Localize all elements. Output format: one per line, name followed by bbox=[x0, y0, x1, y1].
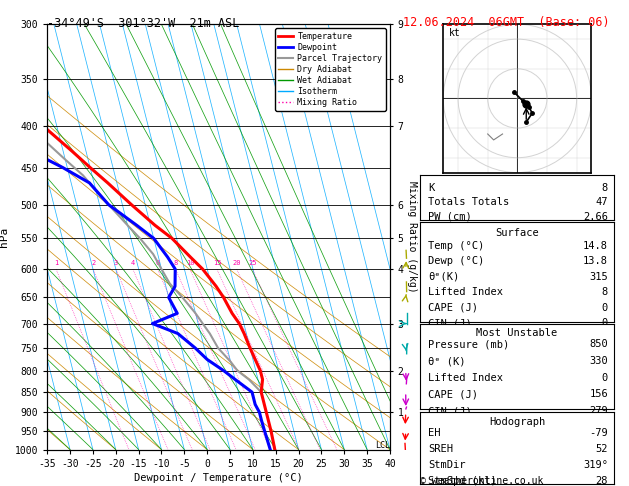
Text: 47: 47 bbox=[596, 197, 608, 208]
Y-axis label: Mixing Ratio (g/kg): Mixing Ratio (g/kg) bbox=[408, 181, 418, 293]
Text: 12.06.2024  06GMT  (Base: 06): 12.06.2024 06GMT (Base: 06) bbox=[403, 16, 609, 29]
X-axis label: Dewpoint / Temperature (°C): Dewpoint / Temperature (°C) bbox=[134, 473, 303, 483]
Text: 25: 25 bbox=[248, 260, 257, 266]
Text: Most Unstable: Most Unstable bbox=[476, 329, 558, 338]
Text: 8: 8 bbox=[602, 287, 608, 297]
Text: 330: 330 bbox=[589, 356, 608, 366]
Text: 850: 850 bbox=[589, 340, 608, 349]
Y-axis label: hPa: hPa bbox=[0, 227, 9, 247]
Text: 3: 3 bbox=[114, 260, 118, 266]
Text: kt: kt bbox=[449, 28, 461, 38]
Text: 8: 8 bbox=[174, 260, 178, 266]
Text: 14.8: 14.8 bbox=[583, 241, 608, 251]
Legend: Temperature, Dewpoint, Parcel Trajectory, Dry Adiabat, Wet Adiabat, Isotherm, Mi: Temperature, Dewpoint, Parcel Trajectory… bbox=[275, 29, 386, 111]
Text: 28: 28 bbox=[596, 476, 608, 486]
Text: LCL: LCL bbox=[375, 440, 390, 450]
Text: CAPE (J): CAPE (J) bbox=[428, 389, 478, 399]
Text: 13.8: 13.8 bbox=[583, 257, 608, 266]
Text: K: K bbox=[428, 183, 434, 193]
Text: Pressure (mb): Pressure (mb) bbox=[428, 340, 509, 349]
Text: StmDir: StmDir bbox=[428, 460, 465, 470]
Text: 156: 156 bbox=[589, 389, 608, 399]
Text: -34°49'S  301°32'W  21m ASL: -34°49'S 301°32'W 21m ASL bbox=[47, 17, 240, 30]
Text: Totals Totals: Totals Totals bbox=[428, 197, 509, 208]
Text: 319°: 319° bbox=[583, 460, 608, 470]
Text: SREH: SREH bbox=[428, 444, 453, 454]
Text: StmSpd (kt): StmSpd (kt) bbox=[428, 476, 497, 486]
Text: 10: 10 bbox=[186, 260, 194, 266]
Text: 1: 1 bbox=[54, 260, 58, 266]
Text: 0: 0 bbox=[602, 303, 608, 313]
Text: -79: -79 bbox=[589, 428, 608, 438]
Text: 315: 315 bbox=[589, 272, 608, 282]
Text: 2: 2 bbox=[91, 260, 95, 266]
Text: Surface: Surface bbox=[495, 228, 539, 238]
Text: CIN (J): CIN (J) bbox=[428, 406, 472, 416]
Text: 6: 6 bbox=[155, 260, 160, 266]
Text: PW (cm): PW (cm) bbox=[428, 211, 472, 222]
Text: Lifted Index: Lifted Index bbox=[428, 287, 503, 297]
Text: 20: 20 bbox=[233, 260, 241, 266]
Text: CAPE (J): CAPE (J) bbox=[428, 303, 478, 313]
Text: 52: 52 bbox=[596, 444, 608, 454]
Text: EH: EH bbox=[428, 428, 440, 438]
Text: 4: 4 bbox=[131, 260, 135, 266]
Text: Hodograph: Hodograph bbox=[489, 417, 545, 427]
Text: θᵉ (K): θᵉ (K) bbox=[428, 356, 465, 366]
Text: 0: 0 bbox=[602, 318, 608, 328]
Text: θᵉ(K): θᵉ(K) bbox=[428, 272, 459, 282]
Text: © weatheronline.co.uk: © weatheronline.co.uk bbox=[420, 476, 543, 486]
Text: Dewp (°C): Dewp (°C) bbox=[428, 257, 484, 266]
Text: 8: 8 bbox=[602, 183, 608, 193]
Text: 0: 0 bbox=[602, 373, 608, 383]
Text: Temp (°C): Temp (°C) bbox=[428, 241, 484, 251]
Text: CIN (J): CIN (J) bbox=[428, 318, 472, 328]
Text: Lifted Index: Lifted Index bbox=[428, 373, 503, 383]
Text: 2.66: 2.66 bbox=[583, 211, 608, 222]
Text: 279: 279 bbox=[589, 406, 608, 416]
Text: 15: 15 bbox=[213, 260, 221, 266]
